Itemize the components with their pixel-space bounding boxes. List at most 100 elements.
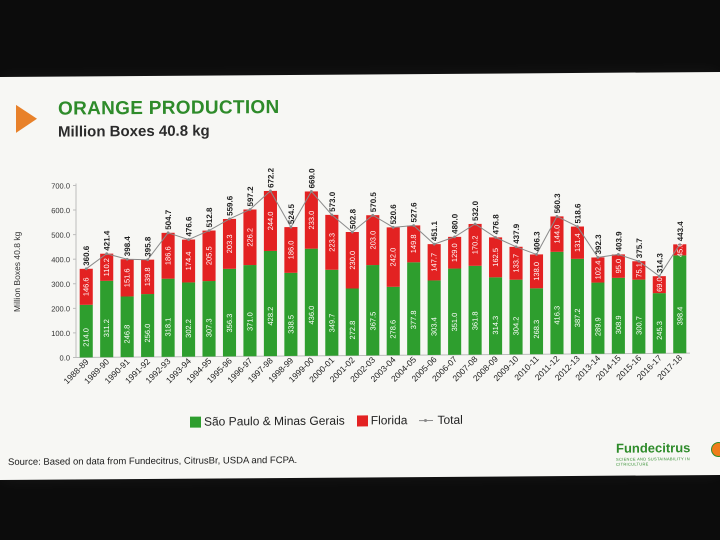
data-label-florida: 110.2 bbox=[102, 258, 111, 276]
legend-swatch-total bbox=[419, 419, 434, 421]
bar-florida bbox=[263, 190, 277, 251]
bar-sp-mg bbox=[202, 280, 216, 357]
bar-florida bbox=[161, 232, 175, 279]
total-point bbox=[432, 242, 436, 246]
total-point bbox=[412, 224, 416, 227]
legend-label-sp-mg: São Paulo & Minas Gerais bbox=[204, 413, 345, 429]
bar-florida bbox=[79, 268, 93, 305]
data-label-florida: 242.0 bbox=[389, 248, 398, 267]
bar-sp-mg bbox=[550, 251, 564, 355]
data-label-florida: 244.0 bbox=[266, 211, 275, 230]
data-label-sp-mg: 289.9 bbox=[593, 317, 602, 336]
bar-sp-mg bbox=[448, 268, 462, 355]
data-label-sp-mg: 349.7 bbox=[327, 314, 336, 333]
bar-sp-mg bbox=[182, 282, 196, 357]
data-label-sp-mg: 436.0 bbox=[307, 306, 316, 325]
total-point bbox=[187, 238, 190, 241]
data-label-sp-mg: 307.3 bbox=[205, 318, 214, 337]
bar-florida bbox=[591, 257, 605, 283]
orange-icon bbox=[711, 441, 720, 458]
legend: São Paulo & Minas Gerais Florida Total bbox=[190, 413, 475, 429]
data-label-total: 532.0 bbox=[471, 200, 480, 221]
data-label-total: 476.6 bbox=[185, 216, 194, 237]
data-label-total: 524.5 bbox=[287, 203, 296, 224]
data-label-florida: 133.7 bbox=[512, 254, 521, 273]
data-label-florida: 205.5 bbox=[205, 246, 214, 265]
data-label-florida: 203.3 bbox=[225, 234, 234, 253]
bar-sp-mg bbox=[570, 258, 584, 355]
bar-sp-mg bbox=[611, 277, 625, 354]
bar-florida bbox=[611, 254, 625, 278]
data-label-florida: 138.0 bbox=[532, 262, 541, 281]
legend-item-sp-mg: São Paulo & Minas Gerais bbox=[190, 414, 345, 429]
total-series-line bbox=[85, 190, 681, 277]
data-label-total: 570.5 bbox=[369, 192, 378, 213]
bar-florida bbox=[345, 231, 359, 289]
data-label-sp-mg: 361.8 bbox=[471, 311, 480, 330]
data-label-sp-mg: 377.8 bbox=[409, 310, 418, 329]
total-point bbox=[453, 235, 457, 239]
data-label-florida: 223.3 bbox=[327, 233, 336, 252]
data-label-florida: 149.8 bbox=[409, 234, 418, 253]
total-point bbox=[657, 274, 661, 278]
legend-item-florida: Florida bbox=[356, 413, 407, 427]
bar-sp-mg bbox=[366, 265, 380, 356]
data-label-sp-mg: 428.2 bbox=[266, 307, 275, 326]
data-label-florida: 146.6 bbox=[82, 277, 91, 296]
data-label-sp-mg: 318.1 bbox=[164, 318, 173, 337]
legend-label-total: Total bbox=[437, 412, 463, 427]
axes: 0.0 100.0 200.0 300.0 400.0 500.0 600.0 700.0 Mi… bbox=[12, 182, 690, 363]
bar-florida bbox=[304, 191, 318, 249]
data-label-sp-mg: 371.0 bbox=[245, 312, 254, 331]
data-label-florida: 203.0 bbox=[368, 231, 377, 250]
bar-florida bbox=[284, 227, 298, 273]
data-label-total: 502.8 bbox=[348, 208, 357, 229]
data-label-florida: 69.0 bbox=[655, 277, 664, 292]
bar-florida bbox=[325, 214, 339, 270]
data-label-total: 406.3 bbox=[533, 231, 542, 252]
total-point bbox=[248, 208, 252, 211]
total-point bbox=[596, 256, 600, 259]
data-label-sp-mg: 272.8 bbox=[348, 321, 357, 340]
total-point bbox=[616, 253, 620, 256]
data-label-total: 559.6 bbox=[226, 195, 235, 216]
data-label-total: 672.2 bbox=[266, 167, 275, 188]
data-label-sp-mg: 311.2 bbox=[102, 319, 111, 337]
data-label-total: 421.4 bbox=[103, 230, 112, 251]
data-label-florida: 147.7 bbox=[430, 253, 439, 272]
bar-sp-mg bbox=[243, 265, 257, 357]
y-tick-label: 200.0 bbox=[51, 304, 70, 313]
data-label-total: 392.3 bbox=[594, 234, 603, 255]
bar-sp-mg bbox=[489, 277, 503, 355]
legend-swatch-sp-mg bbox=[190, 416, 201, 428]
data-label-florida: 45.0 bbox=[675, 242, 684, 257]
bar-florida bbox=[407, 225, 421, 263]
bar-sp-mg bbox=[632, 279, 646, 354]
data-label-total: 527.6 bbox=[410, 202, 419, 223]
data-label-florida: 131.4 bbox=[573, 233, 582, 252]
data-label-total: 597.2 bbox=[246, 186, 255, 207]
data-label-sp-mg: 304.2 bbox=[512, 317, 521, 336]
data-label-total: 398.4 bbox=[123, 236, 132, 257]
data-label-total: 560.3 bbox=[553, 193, 562, 214]
bar-sp-mg bbox=[100, 280, 114, 358]
data-label-florida: 139.8 bbox=[143, 267, 152, 286]
data-label-florida: 186.6 bbox=[164, 246, 173, 265]
x-axis-line bbox=[76, 352, 690, 358]
data-label-florida: 162.5 bbox=[491, 248, 500, 267]
bar-florida bbox=[468, 223, 482, 266]
fundecitrus-logo: Fundecitrus SCIENCE AND SUSTAINABILITY I… bbox=[616, 440, 720, 467]
total-point bbox=[535, 253, 538, 256]
data-label-florida: 230.0 bbox=[348, 251, 357, 270]
y-tick-label: 700.0 bbox=[51, 182, 70, 191]
bar-florida bbox=[120, 259, 134, 297]
total-point bbox=[289, 225, 293, 229]
total-point bbox=[228, 217, 231, 221]
data-label-sp-mg: 308.9 bbox=[614, 315, 623, 334]
bar-florida bbox=[141, 259, 155, 295]
bar-florida bbox=[366, 215, 380, 266]
data-label-florida: 174.4 bbox=[184, 252, 193, 271]
bar-sp-mg bbox=[468, 265, 482, 355]
total-point bbox=[514, 245, 518, 249]
logo-tagline: SCIENCE AND SUSTAINABILITY IN CITRICULTU… bbox=[616, 456, 690, 467]
